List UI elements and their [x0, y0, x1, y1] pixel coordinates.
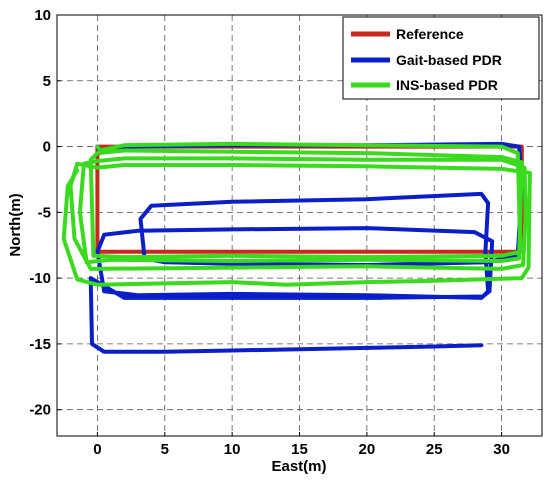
x-tick-label: 20 [359, 441, 376, 458]
y-tick-label: -10 [29, 270, 51, 287]
y-tick-label: -5 [38, 204, 51, 221]
series-line-ins-pdr [61, 141, 532, 287]
series-layer [61, 141, 532, 354]
legend: Reference Gait-based PDR INS-based PDR [342, 16, 540, 100]
y-tick-label: 0 [43, 139, 51, 156]
legend-label-ins-pdr: INS-based PDR [396, 77, 498, 93]
y-tick-label: -15 [29, 336, 51, 353]
y-tick-label: -20 [29, 402, 51, 419]
legend-label-gait-pdr: Gait-based PDR [396, 52, 502, 68]
x-axis-label: East(m) [271, 458, 326, 475]
x-tick-label: 10 [224, 441, 241, 458]
x-tick-label: 0 [93, 441, 101, 458]
ticks [57, 14, 503, 436]
x-tick-label: 30 [493, 441, 510, 458]
x-tick-label: 5 [161, 441, 169, 458]
y-tick-label: 10 [34, 7, 51, 24]
legend-label-reference: Reference [396, 26, 464, 42]
y-tick-label: 5 [43, 73, 51, 90]
y-axis-label: North(m) [7, 193, 24, 256]
tick-labels: 0 5 10 15 20 25 30 10 5 0 -5 -10 -15 -20 [29, 7, 510, 458]
x-tick-label: 25 [426, 441, 443, 458]
x-tick-label: 15 [291, 441, 308, 458]
